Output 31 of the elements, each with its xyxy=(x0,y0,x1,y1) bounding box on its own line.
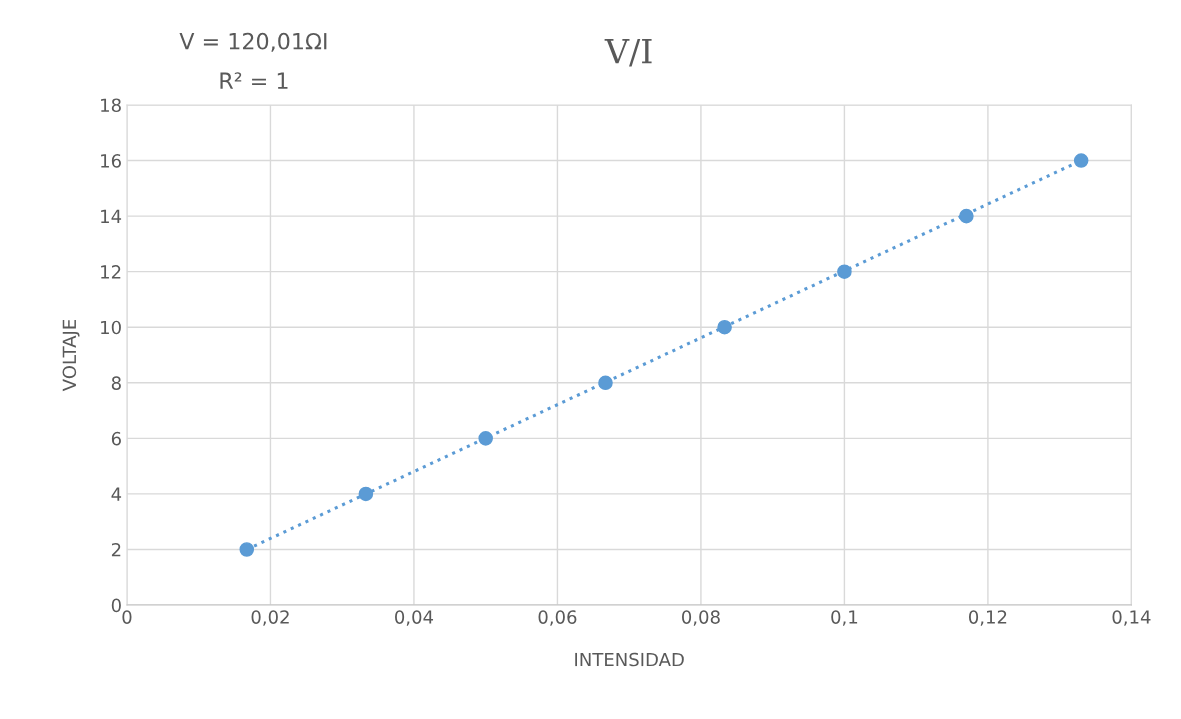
y-tick-label: 8 xyxy=(111,376,121,390)
y-tick-label: 18 xyxy=(101,98,121,113)
y-tick-label: 16 xyxy=(101,154,121,168)
x-tick-label: 0,02 xyxy=(251,610,289,626)
y-tick-label: 14 xyxy=(101,209,122,223)
point xyxy=(239,542,255,557)
y-tick-label: 10 xyxy=(101,320,121,335)
point xyxy=(959,208,974,224)
y-tick-label: 2 xyxy=(111,542,121,557)
x-axis-title: INTENSIDAD xyxy=(575,652,684,667)
x-tick-label: 0,04 xyxy=(395,610,434,626)
chart-title: V/I xyxy=(604,39,652,67)
text: R² = 1 xyxy=(220,72,288,89)
point xyxy=(717,319,732,335)
x-tick-label: 0,06 xyxy=(538,610,577,626)
y-axis-title: VOLTAJE xyxy=(62,319,80,392)
y-tick-label: 0 xyxy=(111,598,121,613)
point xyxy=(598,375,613,391)
y-tick-label: 4 xyxy=(111,487,122,501)
text: V = 120,01ΩI xyxy=(179,32,327,52)
x-tick-label: 0,1 xyxy=(831,610,858,626)
x-tick-label: 0,12 xyxy=(969,610,1007,626)
x-tick-label: 0 xyxy=(122,610,132,624)
x-tick-label: 0,08 xyxy=(682,610,720,626)
y-tick-label: 6 xyxy=(111,431,121,446)
point xyxy=(478,431,493,446)
x-tick-label: 0,14 xyxy=(1112,610,1151,626)
point xyxy=(1073,153,1089,168)
point xyxy=(358,486,374,502)
point xyxy=(837,264,852,279)
y-tick-label: 12 xyxy=(101,265,121,279)
